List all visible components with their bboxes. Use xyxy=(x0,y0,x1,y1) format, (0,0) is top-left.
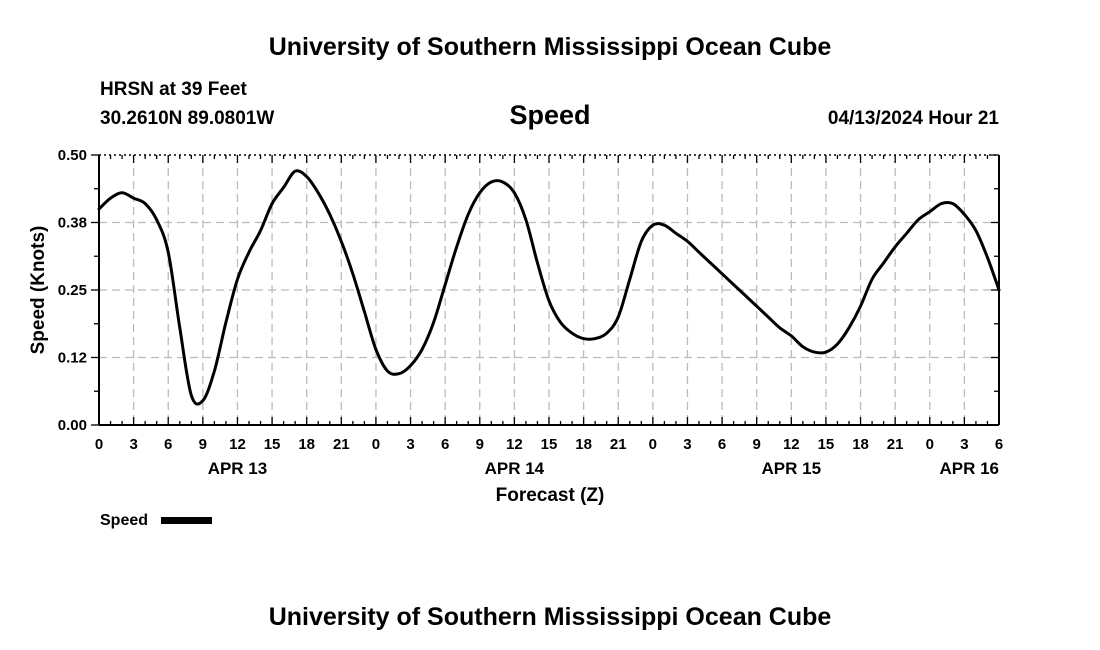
x-tick-labels: 0 3 6 9 12 15 18 21 0 3 6 9 12 15 18 21 0 3 6 9 12 15 18 21 0 3 6 xyxy=(95,436,1003,453)
x-tick-label: 12 xyxy=(506,436,523,453)
x-tick-label: 15 xyxy=(818,436,835,453)
x-tick-label: 3 xyxy=(406,436,414,453)
x-tick-label: 6 xyxy=(995,436,1003,453)
x-tick-label: 6 xyxy=(441,436,449,453)
x-tick-label: 0 xyxy=(95,436,103,453)
x-tick-label: 18 xyxy=(852,436,869,453)
series-line-speed xyxy=(97,169,1001,406)
footer-title: University of Southern Mississippi Ocean… xyxy=(269,603,832,631)
date-labels: APR 13 APR 14 APR 15 APR 16 xyxy=(208,459,999,478)
y-tick-labels: 0.00 0.12 0.25 0.38 0.50 xyxy=(58,147,87,434)
x-tick-label: 15 xyxy=(541,436,558,453)
x-tick-label: 3 xyxy=(129,436,137,453)
chart-title: Speed xyxy=(509,100,590,130)
y-tick-label: 0.38 xyxy=(58,215,87,232)
x-tick-label: 12 xyxy=(783,436,800,453)
grid xyxy=(99,154,999,425)
x-tick-label: 21 xyxy=(333,436,350,453)
x-tick-label: 21 xyxy=(887,436,904,453)
y-tick-label: 0.12 xyxy=(58,350,87,367)
legend: Speed xyxy=(100,512,212,529)
x-tick-label: 9 xyxy=(199,436,207,453)
x-tick-label: 0 xyxy=(372,436,380,453)
station-coords: 30.2610N 89.0801W xyxy=(100,108,274,129)
date-label: APR 16 xyxy=(939,459,999,478)
x-tick-label: 9 xyxy=(753,436,761,453)
x-tick-label: 18 xyxy=(298,436,315,453)
y-tick-label: 0.00 xyxy=(58,417,87,434)
legend-label: Speed xyxy=(100,512,148,529)
station-label: HRSN at 39 Feet xyxy=(100,79,247,100)
x-tick-label: 18 xyxy=(575,436,592,453)
x-tick-label: 3 xyxy=(683,436,691,453)
x-tick-label: 6 xyxy=(164,436,172,453)
x-tick-label: 9 xyxy=(476,436,484,453)
x-tick-label: 0 xyxy=(649,436,657,453)
x-tick-label: 6 xyxy=(718,436,726,453)
y-axis-label: Speed (Knots) xyxy=(28,226,49,355)
y-tick-label: 0.50 xyxy=(58,147,87,164)
header-title: University of Southern Mississippi Ocean… xyxy=(269,33,832,61)
date-label: APR 15 xyxy=(762,459,822,478)
x-tick-label: 12 xyxy=(229,436,246,453)
x-tick-label: 0 xyxy=(926,436,934,453)
x-axis-label: Forecast (Z) xyxy=(496,485,605,506)
date-label: APR 13 xyxy=(208,459,268,478)
legend-swatch xyxy=(161,517,212,524)
datetime-label: 04/13/2024 Hour 21 xyxy=(828,108,1000,129)
x-tick-label: 15 xyxy=(264,436,281,453)
x-tick-label: 3 xyxy=(960,436,968,453)
y-tick-label: 0.25 xyxy=(58,282,87,299)
x-tick-label: 21 xyxy=(610,436,627,453)
date-label: APR 14 xyxy=(485,459,545,478)
ticks xyxy=(91,154,1000,426)
